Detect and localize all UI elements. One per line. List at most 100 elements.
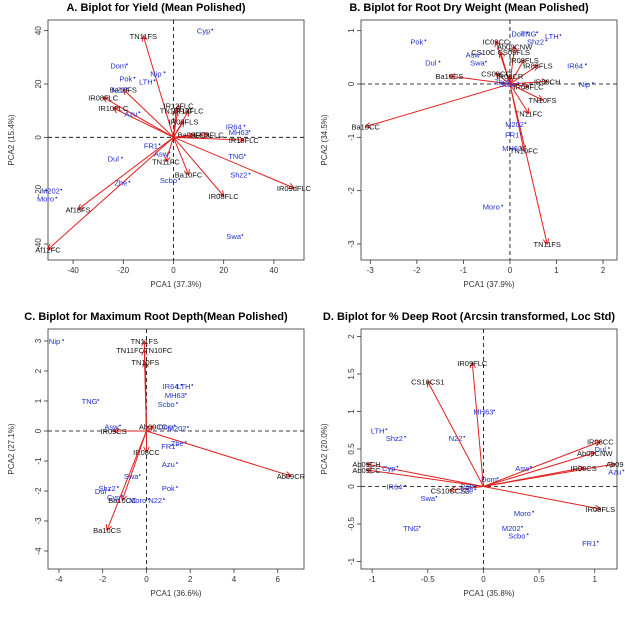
environment-label: CS10CCS2 [431,486,470,495]
x-tick-label: 40 [269,266,278,275]
genotype-label: Pok [162,484,175,493]
biplot-panel-b: B. Biplot for Root Dry Weight (Mean Poli… [313,0,625,308]
genotype-label: Pok [460,483,473,492]
genotype-point [241,234,244,236]
genotype-label: Nip [49,337,60,346]
genotype-label: Zhe [114,179,127,188]
y-tick-label: -3 [347,240,356,248]
genotype-point [545,39,548,42]
genotype-point [559,34,562,36]
genotype-point [97,399,100,401]
environment-label: IR09FLC [194,131,225,140]
genotype-label: Dom [511,29,527,38]
x-axis-label: PCA1 (37.9%) [463,280,514,289]
environment-vector [509,84,529,87]
genotype-label: Dul [425,59,437,68]
genotype-label: Zhe [494,77,507,86]
genotype-point [474,488,477,491]
genotype-point [162,498,165,500]
genotype-point [396,465,399,468]
environment-label: IR09FLS [509,56,539,65]
environment-label: Ba10CS [93,526,121,535]
genotype-label: TNG [521,29,537,38]
environment-vector [173,137,223,196]
x-tick-label: -4 [55,575,63,584]
biplot-panel-c: C. Biplot for Maximum Root Depth(Mean Po… [0,309,312,617]
genotype-label: Cyp [382,464,395,473]
genotype-point [404,435,407,438]
environment-label: IR09dFLC [277,184,312,193]
environment-label: IR08CC [587,438,614,447]
genotype-point [184,393,187,395]
x-tick-label: 0 [171,266,176,275]
genotype-label: N22 [111,85,125,94]
genotype-label: Dom [110,61,126,70]
x-tick-label: -3 [367,266,375,275]
x-tick-label: 6 [276,575,281,584]
environment-vector [103,97,174,138]
environment-vector [145,362,146,432]
genotype-label: Azu [124,109,137,118]
environment-label: CS09CC [481,69,511,78]
environment-label: Ab09CC [352,466,381,475]
genotype-point [493,409,496,412]
environment-label: TN11FC [515,109,543,118]
genotype-point [176,462,178,464]
genotype-point [121,495,124,497]
y-axis-label: PCA2 (15.4%) [7,114,16,165]
genotype-label: Swa [124,472,139,481]
genotype-point [424,39,427,42]
genotype-point [536,31,539,34]
environment-label: Ba10CC [351,123,380,132]
genotype-label: M202 [41,187,60,196]
genotype-label: Swa [470,59,485,68]
genotype-label: Moro [129,496,146,505]
environment-vector [509,65,538,85]
y-tick-label: -40 [34,238,43,250]
genotype-point [125,87,128,90]
genotype-point [248,130,251,132]
environment-vector [483,486,600,510]
genotype-point [62,339,65,341]
environment-label: Ba10FS [110,85,137,94]
y-tick-label: 0 [34,428,43,433]
genotype-label: IR64 [226,123,242,132]
genotype-point [243,154,246,156]
environment-vector [173,135,208,138]
genotype-point [480,52,483,55]
plot-frame [360,19,618,261]
y-tick-label: -0.5 [347,517,356,531]
environment-label: Ab09CNW [497,43,533,52]
biplot-svg-d: -1 -0.5 0 0.5 1 -1 -0.5 0 0.5 1 1.5 2 PCA1 (35.8%) PC… [320,328,625,598]
genotype-label: M202 [168,424,187,433]
genotype-point [517,82,520,84]
genotype-point [622,469,625,472]
environment-label: Ba10FC [175,171,203,180]
genotype-label: Dom [481,475,497,484]
environment-vector [483,453,594,487]
genotype-point [60,188,63,191]
environment-vector [173,121,183,138]
y-tick-label: 0.5 [347,443,356,455]
y-axis-label: PCA2 (34.5%) [320,114,329,165]
environment-vector [173,137,243,140]
environment-vector [509,83,543,100]
genotype-label: Nip [579,80,590,89]
genotype-point [55,196,58,199]
genotype-point [508,79,511,82]
x-tick-label: 2 [601,266,606,275]
environment-label: IR08FLC [209,192,240,201]
genotype-point [532,510,535,513]
environment-vector [143,36,174,138]
genotype-label: Azu [162,460,175,469]
environment-label: TN11FCTN10FC [116,346,173,355]
environment-label: CS10C CS09FLS [471,48,530,57]
genotype-label: Shz2 [99,484,116,493]
x-axis-label: PCA1 (35.8%) [463,589,514,598]
x-tick-label: 0.5 [534,575,546,584]
genotype-label: MH63 [229,128,249,137]
environment-label: Ab09CNW [577,449,613,458]
y-axis-label: PCA2 (20.0%) [320,423,329,474]
genotype-label: FR1 [505,131,519,140]
genotype-point [191,384,194,386]
